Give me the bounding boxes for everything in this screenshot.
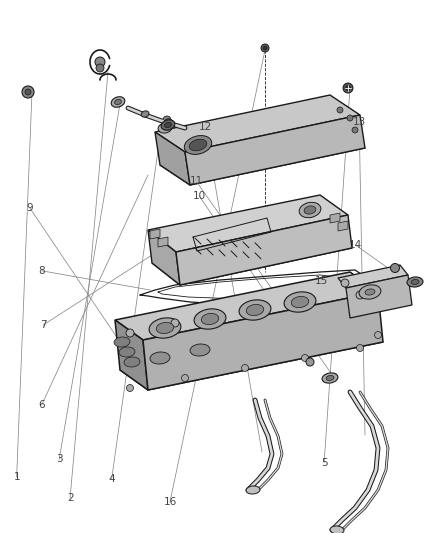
Ellipse shape xyxy=(304,206,316,214)
Text: 4: 4 xyxy=(108,474,115,483)
Polygon shape xyxy=(148,195,348,252)
Circle shape xyxy=(301,354,308,361)
Polygon shape xyxy=(150,229,160,239)
Polygon shape xyxy=(338,265,408,288)
Polygon shape xyxy=(158,237,168,247)
Polygon shape xyxy=(346,275,412,318)
Circle shape xyxy=(352,127,358,133)
Text: 16: 16 xyxy=(163,497,177,507)
Ellipse shape xyxy=(291,296,309,308)
Polygon shape xyxy=(148,230,180,285)
Ellipse shape xyxy=(411,279,419,285)
Ellipse shape xyxy=(119,347,135,357)
Circle shape xyxy=(25,89,31,95)
Ellipse shape xyxy=(149,318,181,338)
Circle shape xyxy=(181,375,188,382)
Polygon shape xyxy=(176,215,352,285)
Ellipse shape xyxy=(299,203,321,217)
Circle shape xyxy=(163,116,171,124)
Ellipse shape xyxy=(164,119,172,125)
Ellipse shape xyxy=(330,526,344,533)
Ellipse shape xyxy=(407,277,423,287)
Circle shape xyxy=(347,115,353,121)
Ellipse shape xyxy=(365,289,375,295)
Ellipse shape xyxy=(194,309,226,329)
Ellipse shape xyxy=(161,120,175,130)
Ellipse shape xyxy=(115,99,121,104)
Polygon shape xyxy=(330,213,340,223)
Circle shape xyxy=(346,85,350,91)
Circle shape xyxy=(241,365,248,372)
Ellipse shape xyxy=(284,292,316,312)
Polygon shape xyxy=(338,221,348,231)
Ellipse shape xyxy=(156,322,174,334)
Circle shape xyxy=(306,358,314,366)
Circle shape xyxy=(356,291,364,299)
Text: 12: 12 xyxy=(198,122,212,132)
Circle shape xyxy=(337,107,343,113)
Ellipse shape xyxy=(141,111,149,117)
Text: 7: 7 xyxy=(39,320,46,330)
Text: 5: 5 xyxy=(321,458,328,467)
Circle shape xyxy=(263,46,267,50)
Ellipse shape xyxy=(165,123,171,127)
Ellipse shape xyxy=(150,352,170,364)
Polygon shape xyxy=(120,322,383,390)
Ellipse shape xyxy=(111,96,125,107)
Polygon shape xyxy=(160,128,365,185)
Circle shape xyxy=(96,64,104,72)
Ellipse shape xyxy=(359,285,381,299)
Ellipse shape xyxy=(114,337,130,347)
Ellipse shape xyxy=(201,313,219,325)
Circle shape xyxy=(22,86,34,98)
Circle shape xyxy=(343,83,353,93)
Text: 8: 8 xyxy=(38,266,45,276)
Circle shape xyxy=(126,329,134,337)
Circle shape xyxy=(171,319,179,327)
Text: 3: 3 xyxy=(56,455,63,464)
Ellipse shape xyxy=(239,300,271,320)
Polygon shape xyxy=(155,132,190,185)
Ellipse shape xyxy=(246,486,260,494)
Polygon shape xyxy=(152,225,352,285)
Circle shape xyxy=(391,263,399,272)
Circle shape xyxy=(95,57,105,67)
Ellipse shape xyxy=(322,373,338,383)
Polygon shape xyxy=(143,292,383,390)
Ellipse shape xyxy=(158,123,172,133)
Circle shape xyxy=(357,344,364,351)
Ellipse shape xyxy=(189,139,207,151)
Circle shape xyxy=(261,44,269,52)
Polygon shape xyxy=(115,320,148,390)
Text: 9: 9 xyxy=(26,203,33,213)
Text: 14: 14 xyxy=(349,240,362,250)
Polygon shape xyxy=(155,95,360,152)
Text: 2: 2 xyxy=(67,493,74,503)
Ellipse shape xyxy=(190,344,210,356)
Text: 10: 10 xyxy=(193,191,206,201)
Text: 13: 13 xyxy=(353,117,366,126)
Circle shape xyxy=(341,279,349,287)
Ellipse shape xyxy=(124,357,140,367)
Text: 6: 6 xyxy=(38,400,45,410)
Ellipse shape xyxy=(246,304,264,316)
Text: 15: 15 xyxy=(315,277,328,286)
Polygon shape xyxy=(185,115,365,185)
Polygon shape xyxy=(115,272,378,340)
Circle shape xyxy=(127,384,134,392)
Ellipse shape xyxy=(326,375,334,381)
Ellipse shape xyxy=(184,135,212,155)
Text: 1: 1 xyxy=(13,472,20,482)
Circle shape xyxy=(374,332,381,338)
Text: 11: 11 xyxy=(190,176,203,186)
